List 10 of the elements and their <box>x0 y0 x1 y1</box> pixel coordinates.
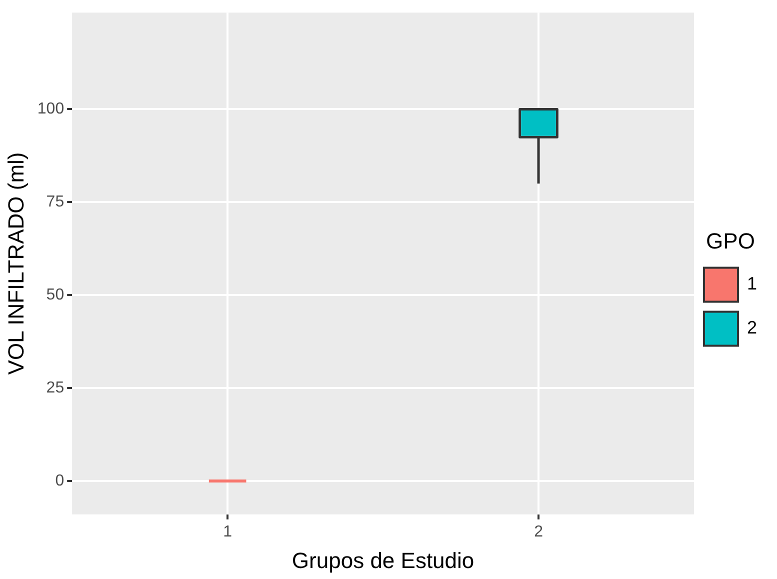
y-tick-label: 0 <box>55 472 64 490</box>
x-axis-title: Grupos de Estudio <box>292 548 474 573</box>
legend-title: GPO <box>706 228 755 254</box>
legend-label: 2 <box>746 318 758 338</box>
y-tick-label: 100 <box>37 100 64 118</box>
y-tick-label: 75 <box>46 194 64 211</box>
y-axis-title: VOL INFILTRADO (ml) <box>3 152 28 375</box>
legend-label: 1 <box>746 274 758 294</box>
y-tick-label: 25 <box>46 379 64 396</box>
y-tick-label: 50 <box>46 286 64 304</box>
